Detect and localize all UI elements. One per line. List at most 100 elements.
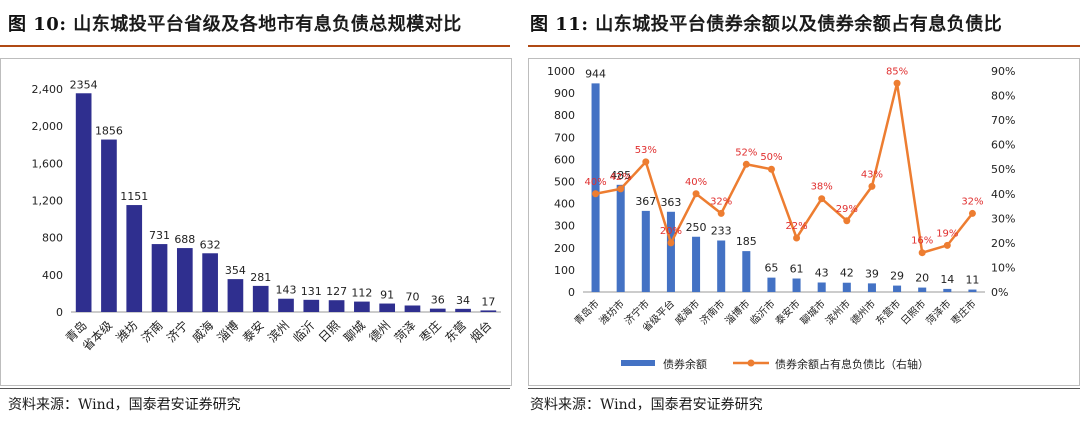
bar [817,282,826,292]
bar [202,253,218,312]
bar [893,285,902,292]
bar [429,308,446,312]
bar [792,278,801,292]
y-tick-label: 800 [554,109,575,122]
data-label: 112 [351,287,372,300]
line-point [692,190,700,198]
x-tick-label: 滨州 [265,318,293,346]
data-label: 20 [915,272,929,285]
data-label: 61 [790,263,804,276]
pct-label: 42% [610,172,632,183]
y2-tick-label: 50% [991,163,1015,176]
bar [455,308,471,312]
bar [968,289,977,292]
y2-tick-label: 30% [991,212,1015,225]
data-label: 143 [276,284,297,297]
bar [354,301,370,312]
y2-tick-label: 70% [991,114,1015,127]
line-series [595,82,974,255]
bar [616,184,625,292]
data-label: 250 [686,221,707,234]
y-tick-label: 400 [42,269,63,282]
x-tick-label: 泰安 [239,318,267,346]
title-rule [0,45,510,47]
data-label: 14 [940,273,954,286]
pct-label: 32% [961,196,983,207]
line-point [642,158,650,166]
x-tick-label: 枣庄市 [948,297,978,327]
y-tick-label: 500 [554,176,575,189]
pct-label: 40% [685,177,707,188]
data-label: 1151 [120,190,148,203]
y-tick-label: 400 [554,198,575,211]
x-tick-label: 德州市 [848,297,878,327]
pct-label: 29% [836,204,858,215]
chart-title-left: 图 10: 山东城投平台省级及各地市有息负债总规模对比 [8,10,462,36]
data-label: 485 [610,169,631,182]
pct-label: 20% [660,226,682,237]
bar [641,210,650,292]
figure-number: 图 11: [530,14,589,35]
x-tick-label: 淄博 [214,318,242,346]
pct-label: 32% [710,196,732,207]
y2-tick-label: 40% [991,188,1015,201]
data-label: 688 [174,233,195,246]
bar [717,240,726,292]
y-tick-label: 700 [554,131,575,144]
pct-label: 85% [886,66,908,77]
data-label: 632 [200,238,221,251]
data-label: 65 [764,262,778,275]
legend-line-label: 债券余额占有息负债比（右轴） [775,357,929,371]
y-tick-label: 0 [56,306,63,319]
y2-tick-label: 10% [991,261,1015,274]
data-label: 354 [225,264,246,277]
pct-label: 50% [760,152,782,163]
x-tick-label: 潍坊市 [596,297,626,327]
x-tick-label: 枣庄 [416,318,444,346]
data-label: 363 [660,196,681,209]
data-label: 29 [890,270,904,283]
line-point [843,217,851,225]
data-label: 2354 [70,78,98,91]
x-tick-label: 菏泽 [392,318,419,345]
pct-label: 38% [811,182,833,193]
data-label: 70 [405,290,419,303]
pct-label: 19% [936,228,958,239]
x-tick-label: 德州 [366,318,394,346]
x-tick-label: 临沂 [291,318,318,345]
line-point [943,241,951,249]
bar [303,299,320,312]
source-note: 资料来源：Wind，国泰君安证券研究 [8,397,241,413]
x-tick-label: 菏泽市 [923,297,953,327]
bar [252,285,269,312]
legend-bar-label: 债券余额 [663,357,707,371]
x-tick-label: 聊城 [341,318,368,345]
bar [666,211,675,292]
bar [404,305,421,312]
x-tick-label: 淄博市 [722,297,752,327]
line-point [742,160,750,168]
x-tick-label: 烟台 [467,318,495,346]
bar [227,279,244,312]
bar [480,310,497,312]
data-label: 43 [815,266,829,279]
data-label: 11 [965,274,979,287]
line-point [893,79,901,87]
x-tick-label: 威海市 [672,297,702,327]
bar [379,303,396,312]
y-tick-label: 600 [554,153,575,166]
bar [692,236,701,292]
figure-title: 山东城投平台债券余额以及债券余额占有息负债比 [595,14,1003,35]
data-label: 42 [840,267,854,280]
y-tick-label: 300 [554,220,575,233]
x-tick-label: 泰安市 [772,297,802,327]
data-label: 36 [431,294,445,307]
bar [767,277,776,292]
y2-tick-label: 60% [991,139,1015,152]
y-tick-label: 2,400 [32,83,64,96]
x-tick-label: 滨州市 [823,297,853,327]
y-tick-label: 0 [568,286,575,299]
bar [328,300,345,312]
data-label: 281 [250,271,271,284]
pct-label: 43% [861,169,883,180]
